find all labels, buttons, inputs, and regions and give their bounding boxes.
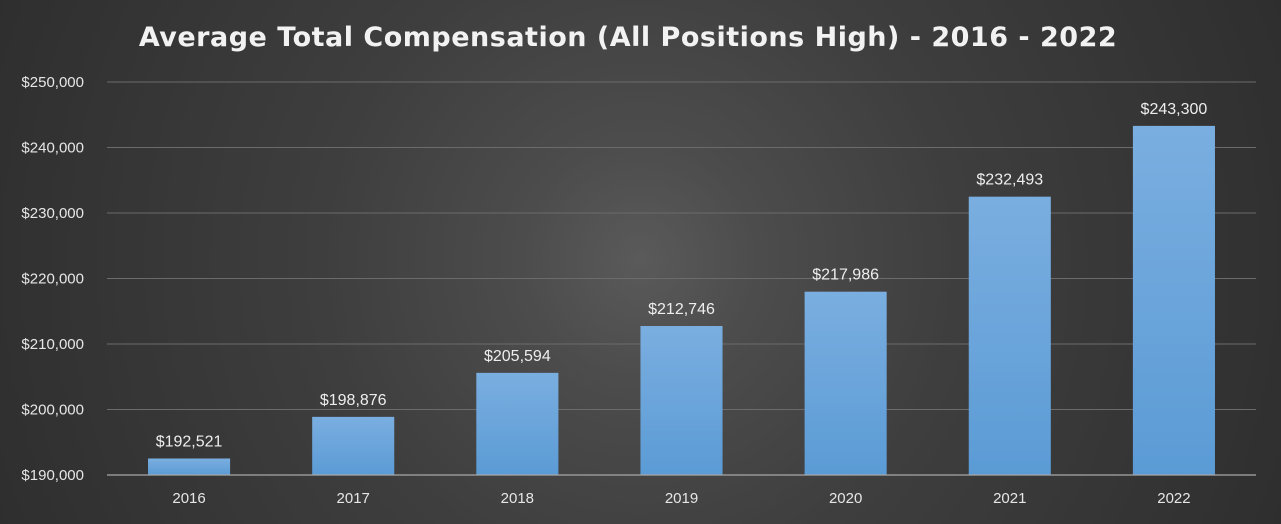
- x-axis-tick-labels: 2016 2017 2018 2019 2020 2021 2022: [172, 490, 1190, 507]
- y-tick-label: $240,000: [21, 140, 84, 157]
- bar-2020: [804, 291, 887, 475]
- bars: [148, 125, 1215, 476]
- chart-title: Average Total Compensation (All Position…: [138, 22, 1118, 53]
- bar-2021: [968, 196, 1051, 476]
- data-label-2022: $243,300: [1141, 101, 1208, 118]
- y-tick-label: $210,000: [21, 336, 84, 353]
- y-tick-label: $250,000: [21, 74, 84, 91]
- data-label-2021: $232,493: [976, 172, 1043, 189]
- y-tick-label: $220,000: [21, 271, 84, 288]
- bar-2018: [476, 372, 559, 475]
- x-tick-label: 2016: [172, 490, 205, 507]
- data-label-2017: $198,876: [320, 392, 387, 409]
- data-label-2019: $212,746: [648, 301, 715, 318]
- y-axis-tick-labels: $190,000 $200,000 $210,000 $220,000 $230,000…: [21, 74, 84, 484]
- x-tick-label: 2018: [501, 490, 534, 507]
- bar-2022: [1132, 125, 1215, 475]
- bar-2017: [312, 416, 395, 475]
- x-tick-label: 2017: [337, 490, 370, 507]
- bar-2019: [640, 326, 723, 475]
- bar-2016: [148, 458, 231, 475]
- y-tick-label: $200,000: [21, 402, 84, 419]
- x-tick-label: 2021: [993, 490, 1026, 507]
- data-label-2020: $217,986: [812, 267, 879, 284]
- data-label-2018: $205,594: [484, 348, 551, 365]
- y-tick-label: $190,000: [21, 467, 84, 484]
- data-labels: $192,521 $198,876 $205,594 $212,746 $217,986…: [156, 101, 1208, 451]
- data-label-2016: $192,521: [156, 433, 223, 450]
- x-tick-label: 2019: [665, 490, 698, 507]
- x-tick-label: 2022: [1157, 490, 1190, 507]
- x-tick-label: 2020: [829, 490, 862, 507]
- y-tick-label: $230,000: [21, 205, 84, 222]
